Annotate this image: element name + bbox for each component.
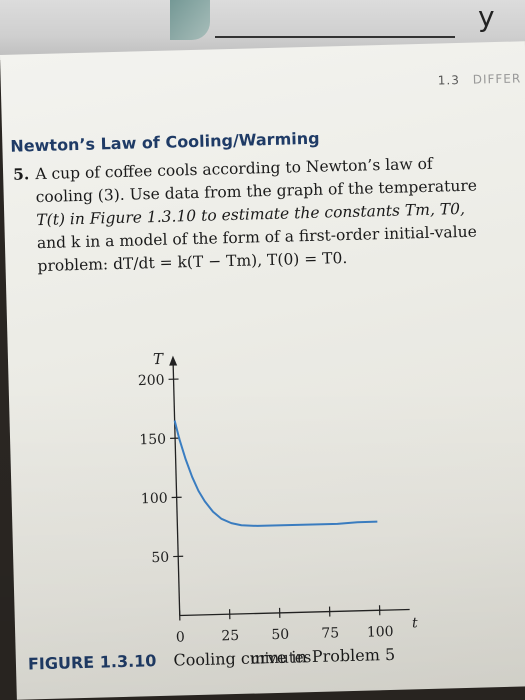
y-tick-label: 50	[151, 550, 169, 566]
y-tick-label: 150	[139, 432, 166, 449]
y-tick-label: 100	[141, 491, 168, 508]
x-axis-label: minutes	[250, 648, 311, 668]
x-tick-label: 25	[221, 628, 239, 644]
x-axis	[179, 608, 410, 617]
pen-line	[215, 36, 455, 38]
section-title: DIFFER	[472, 71, 522, 87]
figure-label: FIGURE 1.3.10	[27, 651, 157, 674]
problem-number: 5.	[12, 164, 30, 184]
x-tick-label: 50	[271, 627, 289, 643]
cooling-curve-chart: T 50 100 150 200 0 25 50 75 100 t minutes	[117, 319, 426, 668]
y-axis-label: T	[153, 350, 164, 368]
running-header: 1.3 DIFFER	[438, 71, 522, 87]
problem-text: 5. A cup of coffee cools according to New…	[13, 150, 516, 279]
chart-svg: T 50 100 150 200 0 25 50 75 100 t minutes	[138, 350, 419, 668]
y-tick-label: 200	[138, 372, 165, 389]
y-axis	[172, 360, 181, 616]
section-number: 1.3	[437, 72, 461, 88]
cooling-curve-line	[173, 420, 378, 527]
x-tick-label: 75	[321, 625, 339, 641]
textbook-page: 1.3 DIFFER Newton’s Law of Cooling/Warmi…	[0, 41, 525, 700]
x-tick-label: 0	[176, 629, 185, 645]
subsection-heading: Newton’s Law of Cooling/Warming	[10, 128, 320, 156]
handwritten-mark: y	[478, 0, 495, 33]
x-axis-symbol: t	[412, 615, 418, 631]
y-axis-arrow	[169, 355, 178, 366]
figure-caption: FIGURE 1.3.10 Cooling curve in Problem 5	[28, 645, 396, 674]
book-cover-corner	[170, 0, 210, 40]
x-tick-label: 100	[367, 624, 394, 641]
